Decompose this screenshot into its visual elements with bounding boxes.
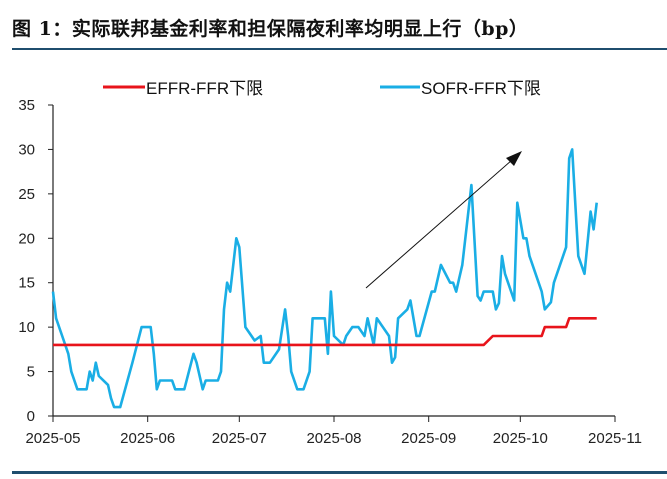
x-tick-label: 2025-09 — [401, 430, 456, 447]
y-tick-label: 20 — [18, 230, 35, 247]
bottom-divider — [12, 471, 667, 474]
x-tick-label: 2025-10 — [493, 430, 548, 447]
legend-label-sofr: SOFR-FFR下限 — [421, 79, 541, 98]
series-line-effr — [53, 316, 597, 347]
legend: EFFR-FFR下限 SOFR-FFR下限 — [103, 79, 541, 98]
y-tick-label: 0 — [27, 408, 35, 425]
chart-title: 图 1：实际联邦基金利率和担保隔夜利率均明显上行（bp） — [12, 18, 529, 40]
top-divider — [12, 48, 667, 50]
legend-label-effr: EFFR-FFR下限 — [146, 79, 263, 98]
y-tick-label: 5 — [27, 364, 35, 381]
y-tick-label: 25 — [18, 186, 35, 203]
x-tick-label: 2025-07 — [212, 430, 267, 447]
arrow-head-icon — [506, 151, 522, 166]
trend-arrow — [365, 151, 522, 289]
x-tick-label: 2025-05 — [25, 430, 80, 447]
y-tick-label: 10 — [18, 319, 35, 336]
x-tick-label: 2025-11 — [588, 430, 642, 447]
y-tick-label: 15 — [18, 275, 35, 292]
y-tick-label: 35 — [18, 97, 35, 114]
x-tick-label: 2025-08 — [306, 430, 361, 447]
series-line-sofr — [51, 148, 598, 409]
x-tick-label: 2025-06 — [120, 430, 175, 447]
y-tick-label: 30 — [18, 141, 35, 158]
